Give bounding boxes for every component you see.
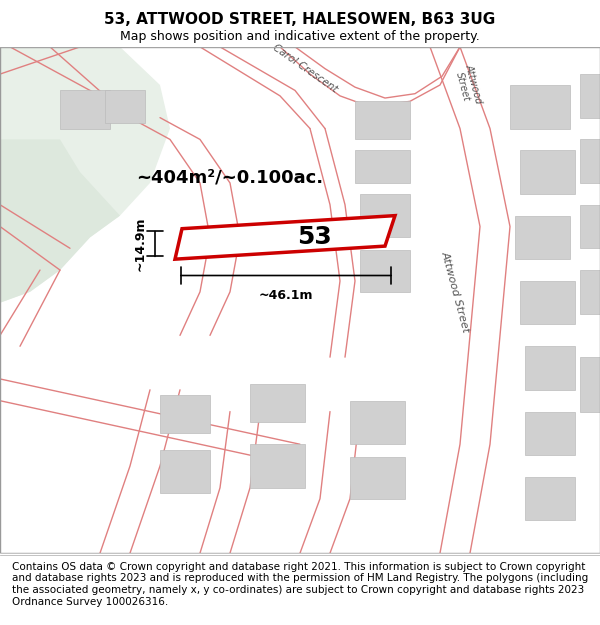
Bar <box>160 450 210 493</box>
Bar <box>250 384 305 423</box>
Text: Contains OS data © Crown copyright and database right 2021. This information is : Contains OS data © Crown copyright and d… <box>12 562 588 606</box>
Text: Attwood
Street: Attwood Street <box>452 62 484 107</box>
Text: Attwood Street: Attwood Street <box>439 250 470 334</box>
Bar <box>360 251 410 292</box>
Bar <box>160 395 210 433</box>
Bar <box>515 216 570 259</box>
Text: Carol Crescent: Carol Crescent <box>271 42 339 94</box>
Text: ~14.9m: ~14.9m <box>134 217 147 271</box>
Text: ~404m²/~0.100ac.: ~404m²/~0.100ac. <box>136 169 323 186</box>
Bar <box>350 401 405 444</box>
Bar <box>355 150 410 183</box>
Bar <box>60 91 110 129</box>
Polygon shape <box>175 216 395 259</box>
Bar <box>525 477 575 521</box>
Text: 53, ATTWOOD STREET, HALESOWEN, B63 3UG: 53, ATTWOOD STREET, HALESOWEN, B63 3UG <box>104 12 496 27</box>
Polygon shape <box>0 47 170 302</box>
Bar <box>350 458 405 499</box>
Bar <box>580 74 600 118</box>
Bar <box>520 150 575 194</box>
Text: 53: 53 <box>297 226 332 249</box>
Bar <box>525 412 575 455</box>
Text: Map shows position and indicative extent of the property.: Map shows position and indicative extent… <box>120 31 480 44</box>
Bar <box>105 91 145 123</box>
Bar <box>525 346 575 390</box>
Bar <box>510 85 570 129</box>
Bar <box>580 357 600 412</box>
Polygon shape <box>0 139 120 553</box>
Text: ~46.1m: ~46.1m <box>259 289 313 302</box>
Bar <box>580 205 600 248</box>
Bar <box>250 444 305 488</box>
Bar <box>520 281 575 324</box>
Bar <box>580 139 600 183</box>
Bar <box>355 101 410 139</box>
Bar <box>580 270 600 314</box>
Bar <box>360 194 410 238</box>
